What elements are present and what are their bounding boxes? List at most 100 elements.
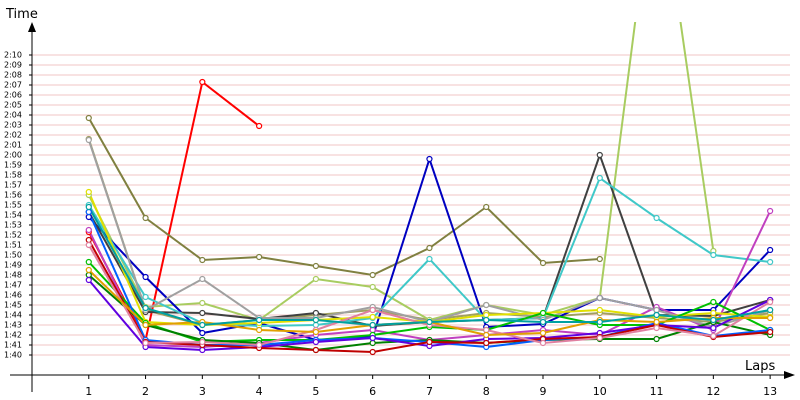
data-point [426, 338, 433, 346]
data-point [767, 328, 774, 336]
y-tick-label: 1:46 [4, 291, 22, 300]
data-point [539, 309, 547, 317]
data-point [653, 335, 660, 343]
data-point [85, 236, 92, 244]
data-point [710, 298, 717, 306]
data-point [596, 294, 603, 302]
data-point [142, 304, 149, 312]
data-point [312, 328, 319, 336]
data-point [142, 293, 149, 301]
data-point [483, 203, 490, 211]
y-tick-label: 1:48 [4, 271, 22, 280]
data-point [256, 326, 263, 334]
data-point [710, 324, 717, 332]
y-tick-label: 1:52 [4, 231, 22, 240]
data-point [539, 329, 547, 337]
x-tick-label: 12 [706, 385, 720, 398]
data-point [596, 318, 603, 326]
data-point [85, 271, 92, 279]
data-point [142, 273, 149, 281]
y-tick-label: 2:10 [4, 51, 22, 60]
data-point [199, 309, 206, 317]
x-tick-label: 10 [593, 385, 607, 398]
data-point [710, 316, 717, 324]
y-tick-label: 1:43 [4, 321, 22, 330]
data-point [369, 348, 376, 356]
y-tick-label: 2:07 [4, 81, 22, 90]
data-point [369, 321, 376, 329]
data-point [710, 332, 717, 340]
data-point [653, 318, 660, 326]
y-tick-label: 1:55 [4, 201, 22, 210]
data-point [369, 283, 376, 291]
y-tick-label: 1:57 [4, 181, 22, 190]
data-point [483, 339, 490, 347]
y-tick-label: 2:03 [4, 121, 22, 130]
y-tick-label: 2:01 [4, 141, 22, 150]
y-tick-label: 1:42 [4, 331, 22, 340]
y-tick-label: 1:53 [4, 221, 22, 230]
data-point [483, 311, 490, 319]
data-point [426, 255, 433, 263]
data-point [85, 226, 92, 234]
y-tick-label: 2:08 [4, 71, 22, 80]
series-line [87, 22, 715, 322]
data-point [312, 262, 319, 270]
data-point [85, 203, 92, 211]
data-point [312, 316, 319, 324]
data-point [85, 114, 92, 122]
x-tick-label: 7 [426, 385, 433, 398]
data-point [767, 207, 774, 215]
data-point [653, 324, 660, 332]
x-tick-label: 3 [199, 385, 206, 398]
x-tick-label: 9 [540, 385, 547, 398]
data-point [199, 321, 206, 329]
y-axis-title: Time [5, 7, 38, 22]
data-point [256, 253, 263, 261]
data-point [483, 316, 490, 324]
data-point [483, 301, 490, 309]
data-point [85, 188, 92, 196]
data-point [710, 251, 717, 259]
data-point [312, 321, 319, 329]
data-point [85, 241, 92, 249]
data-point [767, 314, 774, 322]
data-point [199, 338, 206, 346]
data-point [596, 151, 603, 159]
y-tick-label: 1:40 [4, 351, 22, 360]
data-point [596, 255, 603, 263]
data-point [85, 136, 92, 144]
data-point [199, 275, 206, 283]
data-point [369, 306, 376, 314]
y-tick-label: 1:56 [4, 191, 22, 200]
y-tick-label: 1:58 [4, 171, 22, 180]
x-tick-label: 5 [312, 385, 319, 398]
data-point [85, 213, 92, 221]
data-point [312, 338, 319, 346]
data-point [767, 246, 774, 254]
y-tick-label: 1:45 [4, 301, 22, 310]
data-point [85, 276, 92, 284]
y-tick-label: 1:41 [4, 341, 22, 350]
x-tick-label: 8 [483, 385, 490, 398]
data-point [369, 313, 376, 321]
data-point [653, 306, 660, 314]
data-point [199, 78, 206, 86]
y-tick-label: 1:49 [4, 261, 22, 270]
data-point [256, 122, 263, 130]
data-point [539, 318, 547, 326]
x-axis-arrow [784, 371, 795, 379]
x-tick-label: 6 [369, 385, 376, 398]
data-point [426, 318, 433, 326]
y-tick-label: 1:59 [4, 161, 22, 170]
series-group [85, 22, 774, 356]
y-tick-label: 1:50 [4, 251, 22, 260]
data-point [767, 306, 774, 314]
y-tick-label: 1:51 [4, 241, 22, 250]
x-tick-label: 13 [763, 385, 777, 398]
data-point [142, 339, 149, 347]
y-axis-arrow [28, 22, 36, 32]
y-tick-label: 1:44 [4, 311, 22, 320]
data-point [85, 266, 92, 274]
